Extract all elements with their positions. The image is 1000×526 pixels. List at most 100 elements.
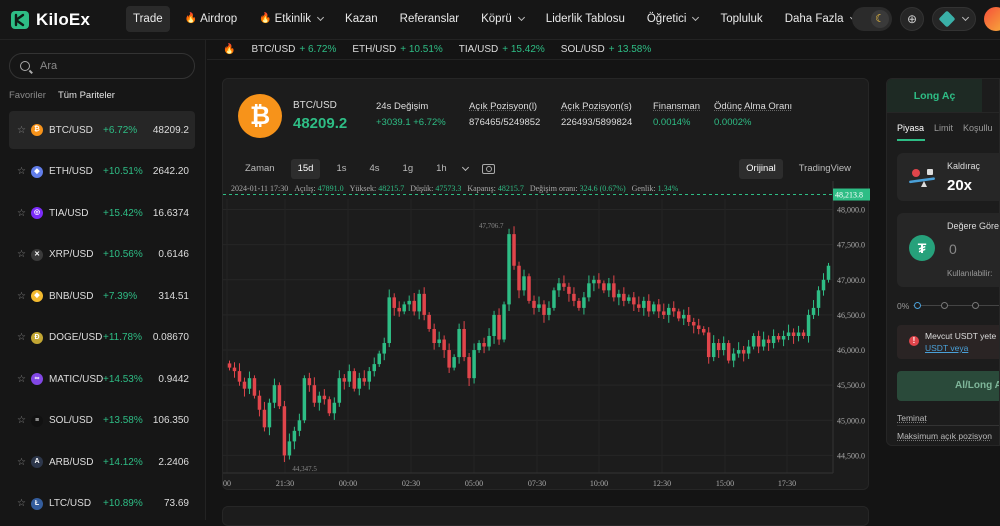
pair-price: 16.6374 bbox=[152, 207, 189, 219]
interval-4[interactable]: 1h bbox=[436, 163, 447, 174]
nav-item-5[interactable]: Köprü bbox=[474, 6, 531, 32]
tab-long[interactable]: Long Aç bbox=[887, 79, 982, 112]
nav-item-2[interactable]: 🔥 Etkinlik bbox=[252, 6, 330, 32]
candle bbox=[462, 321, 466, 362]
pair-row[interactable]: ☆ ◎ TIA/USD +15.42% 16.6374 bbox=[9, 194, 195, 232]
nav-item-4[interactable]: Referanslar bbox=[393, 6, 466, 32]
avatar[interactable] bbox=[984, 7, 1000, 31]
theme-toggle[interactable]: ☾ bbox=[852, 7, 892, 31]
chart-svg[interactable]: 48,000.0 47,500.0 47,000.0 46,500.0 46,000.0… bbox=[223, 181, 870, 491]
last-price-label: 48,213.8 bbox=[835, 191, 863, 200]
nav-item-7[interactable]: Öğretici bbox=[640, 6, 706, 32]
interval-2[interactable]: 4s bbox=[369, 163, 380, 174]
nav-item-3[interactable]: Kazan bbox=[338, 6, 385, 32]
star-icon[interactable]: ☆ bbox=[17, 332, 26, 343]
tab-limit[interactable]: Limit bbox=[934, 123, 954, 133]
slider-step[interactable] bbox=[972, 302, 979, 309]
nav-item-0[interactable]: Trade bbox=[126, 6, 170, 32]
candle bbox=[267, 398, 272, 436]
x-tick-label: 07:30 bbox=[528, 479, 546, 488]
market-stat: Ödünç Alma Oranı 0.0002% bbox=[714, 101, 792, 128]
camera-icon[interactable] bbox=[481, 164, 495, 174]
pair-row[interactable]: ☆ ◆ ETH/USD +10.51% 2642.20 bbox=[9, 153, 195, 191]
pair-name: TIA/USD bbox=[49, 207, 89, 219]
candle bbox=[532, 295, 536, 315]
pair-row[interactable]: ☆ ✕ XRP/USD +10.56% 0.6146 bbox=[9, 236, 195, 274]
star-icon[interactable]: ☆ bbox=[17, 373, 26, 385]
high-marker: 47,706.7 bbox=[479, 222, 504, 230]
y-tick-label: 48,000.0 bbox=[837, 206, 865, 215]
ticker-item[interactable]: BTC/USD + 6.72% bbox=[251, 44, 336, 55]
candle bbox=[507, 228, 511, 311]
star-icon[interactable]: ☆ bbox=[17, 249, 26, 260]
available-label: Kullanılabilir: bbox=[947, 269, 993, 278]
warning-link[interactable]: USDT veya bbox=[925, 343, 969, 353]
star-icon[interactable]: ☆ bbox=[17, 498, 26, 509]
ticker-item[interactable]: SOL/USD + 13.58% bbox=[561, 44, 651, 55]
chart-toolbar: Zaman 15d 1s 4s 1g 1h Orijinal TradingView bbox=[238, 159, 858, 179]
interval-1[interactable]: 1s bbox=[336, 163, 347, 174]
pair-row[interactable]: ☆ Ð DOGE/USD +11.78% 0.08670 bbox=[9, 319, 195, 357]
pair-row[interactable]: ☆ ₿ BTC/USD +6.72% 48209.2 bbox=[9, 111, 195, 149]
candle bbox=[477, 340, 481, 353]
nav-item-1[interactable]: 🔥 Airdrop bbox=[178, 6, 245, 32]
pair-row[interactable]: ☆ ∞ MATIC/USD +14.53% 0.9442 bbox=[9, 360, 195, 398]
interval-3[interactable]: 1g bbox=[402, 163, 414, 174]
x-tick-label: 17:30 bbox=[778, 479, 796, 488]
candle bbox=[672, 301, 676, 317]
star-icon[interactable]: ☆ bbox=[17, 456, 26, 468]
candle bbox=[332, 397, 337, 420]
nav-item-8[interactable]: Topluluk bbox=[713, 6, 769, 32]
nav-item-9[interactable]: Daha Fazla bbox=[778, 6, 863, 32]
collateral-input[interactable]: 0 bbox=[949, 241, 957, 257]
pair-row[interactable]: ☆ Ł LTC/USD +10.89% 73.69 bbox=[9, 485, 195, 523]
view-1[interactable]: TradingView bbox=[798, 163, 851, 174]
star-icon[interactable]: ☆ bbox=[17, 124, 26, 136]
size-slider[interactable]: 0% bbox=[897, 301, 999, 311]
candle bbox=[312, 377, 317, 407]
buy-long-button[interactable]: Al/Long A bbox=[897, 371, 999, 401]
interval-0[interactable]: 15d bbox=[290, 159, 321, 179]
leverage-box[interactable]: Kaldıraç 20x bbox=[897, 153, 999, 201]
candle bbox=[367, 367, 372, 390]
stat-label: Finansman bbox=[653, 101, 700, 112]
pair-row[interactable]: ☆ A ARB/USD +14.12% 2.2406 bbox=[9, 443, 195, 481]
pair-row[interactable]: ☆ ◆ BNB/USD +7.39% 314.51 bbox=[9, 277, 195, 315]
tab-all-pairs[interactable]: Tüm Pariteler bbox=[57, 90, 115, 101]
star-icon[interactable]: ☆ bbox=[17, 415, 26, 426]
chevron-down-icon[interactable] bbox=[461, 163, 469, 172]
moon-icon: ☾ bbox=[871, 10, 889, 28]
nav-item-6[interactable]: Liderlik Tablosu bbox=[539, 6, 632, 32]
globe-icon[interactable]: ⊕ bbox=[900, 7, 924, 31]
tab-conditional[interactable]: Koşullu bbox=[963, 123, 993, 133]
search-input[interactable] bbox=[38, 59, 188, 73]
candle bbox=[282, 400, 287, 463]
brand-logo[interactable]: KiloEx bbox=[10, 10, 90, 30]
alert-icon: ! bbox=[909, 336, 919, 346]
pair-price: 314.51 bbox=[158, 290, 189, 302]
slider-step[interactable] bbox=[941, 302, 948, 309]
pair-change: +6.72% bbox=[103, 124, 138, 136]
candlestick-chart[interactable]: 48,000.0 47,500.0 47,000.0 46,500.0 46,000.0… bbox=[223, 181, 870, 491]
candle bbox=[716, 338, 721, 358]
pair-name: SOL/USD bbox=[49, 415, 93, 426]
readout-low_label: Düşük: bbox=[410, 184, 433, 193]
tab-market[interactable]: Piyasa bbox=[897, 123, 925, 133]
slider-handle[interactable] bbox=[914, 302, 921, 309]
ticker-item[interactable]: TIA/USD + 15.42% bbox=[459, 44, 545, 55]
star-icon[interactable]: ☆ bbox=[17, 290, 26, 302]
readout-change_label: Değişim oranı: bbox=[530, 184, 578, 193]
slider-track[interactable] bbox=[913, 305, 999, 306]
star-icon[interactable]: ☆ bbox=[17, 207, 26, 219]
candle bbox=[662, 303, 666, 319]
view-0[interactable]: Orijinal bbox=[739, 159, 783, 179]
star-icon[interactable]: ☆ bbox=[17, 166, 26, 177]
tab-favorites[interactable]: Favoriler bbox=[9, 90, 46, 101]
trade-panel: Long Aç Piyasa Limit Koşullu Kaldıraç 20… bbox=[886, 78, 1000, 446]
ticker-item[interactable]: ETH/USD + 10.51% bbox=[352, 44, 442, 55]
slider-start-label: 0% bbox=[897, 301, 910, 311]
candle bbox=[701, 326, 706, 336]
pair-row[interactable]: ☆ ≡ SOL/USD +13.58% 106.350 bbox=[9, 402, 195, 440]
network-selector[interactable] bbox=[932, 7, 976, 31]
usdt-icon: ₮ bbox=[909, 235, 935, 261]
